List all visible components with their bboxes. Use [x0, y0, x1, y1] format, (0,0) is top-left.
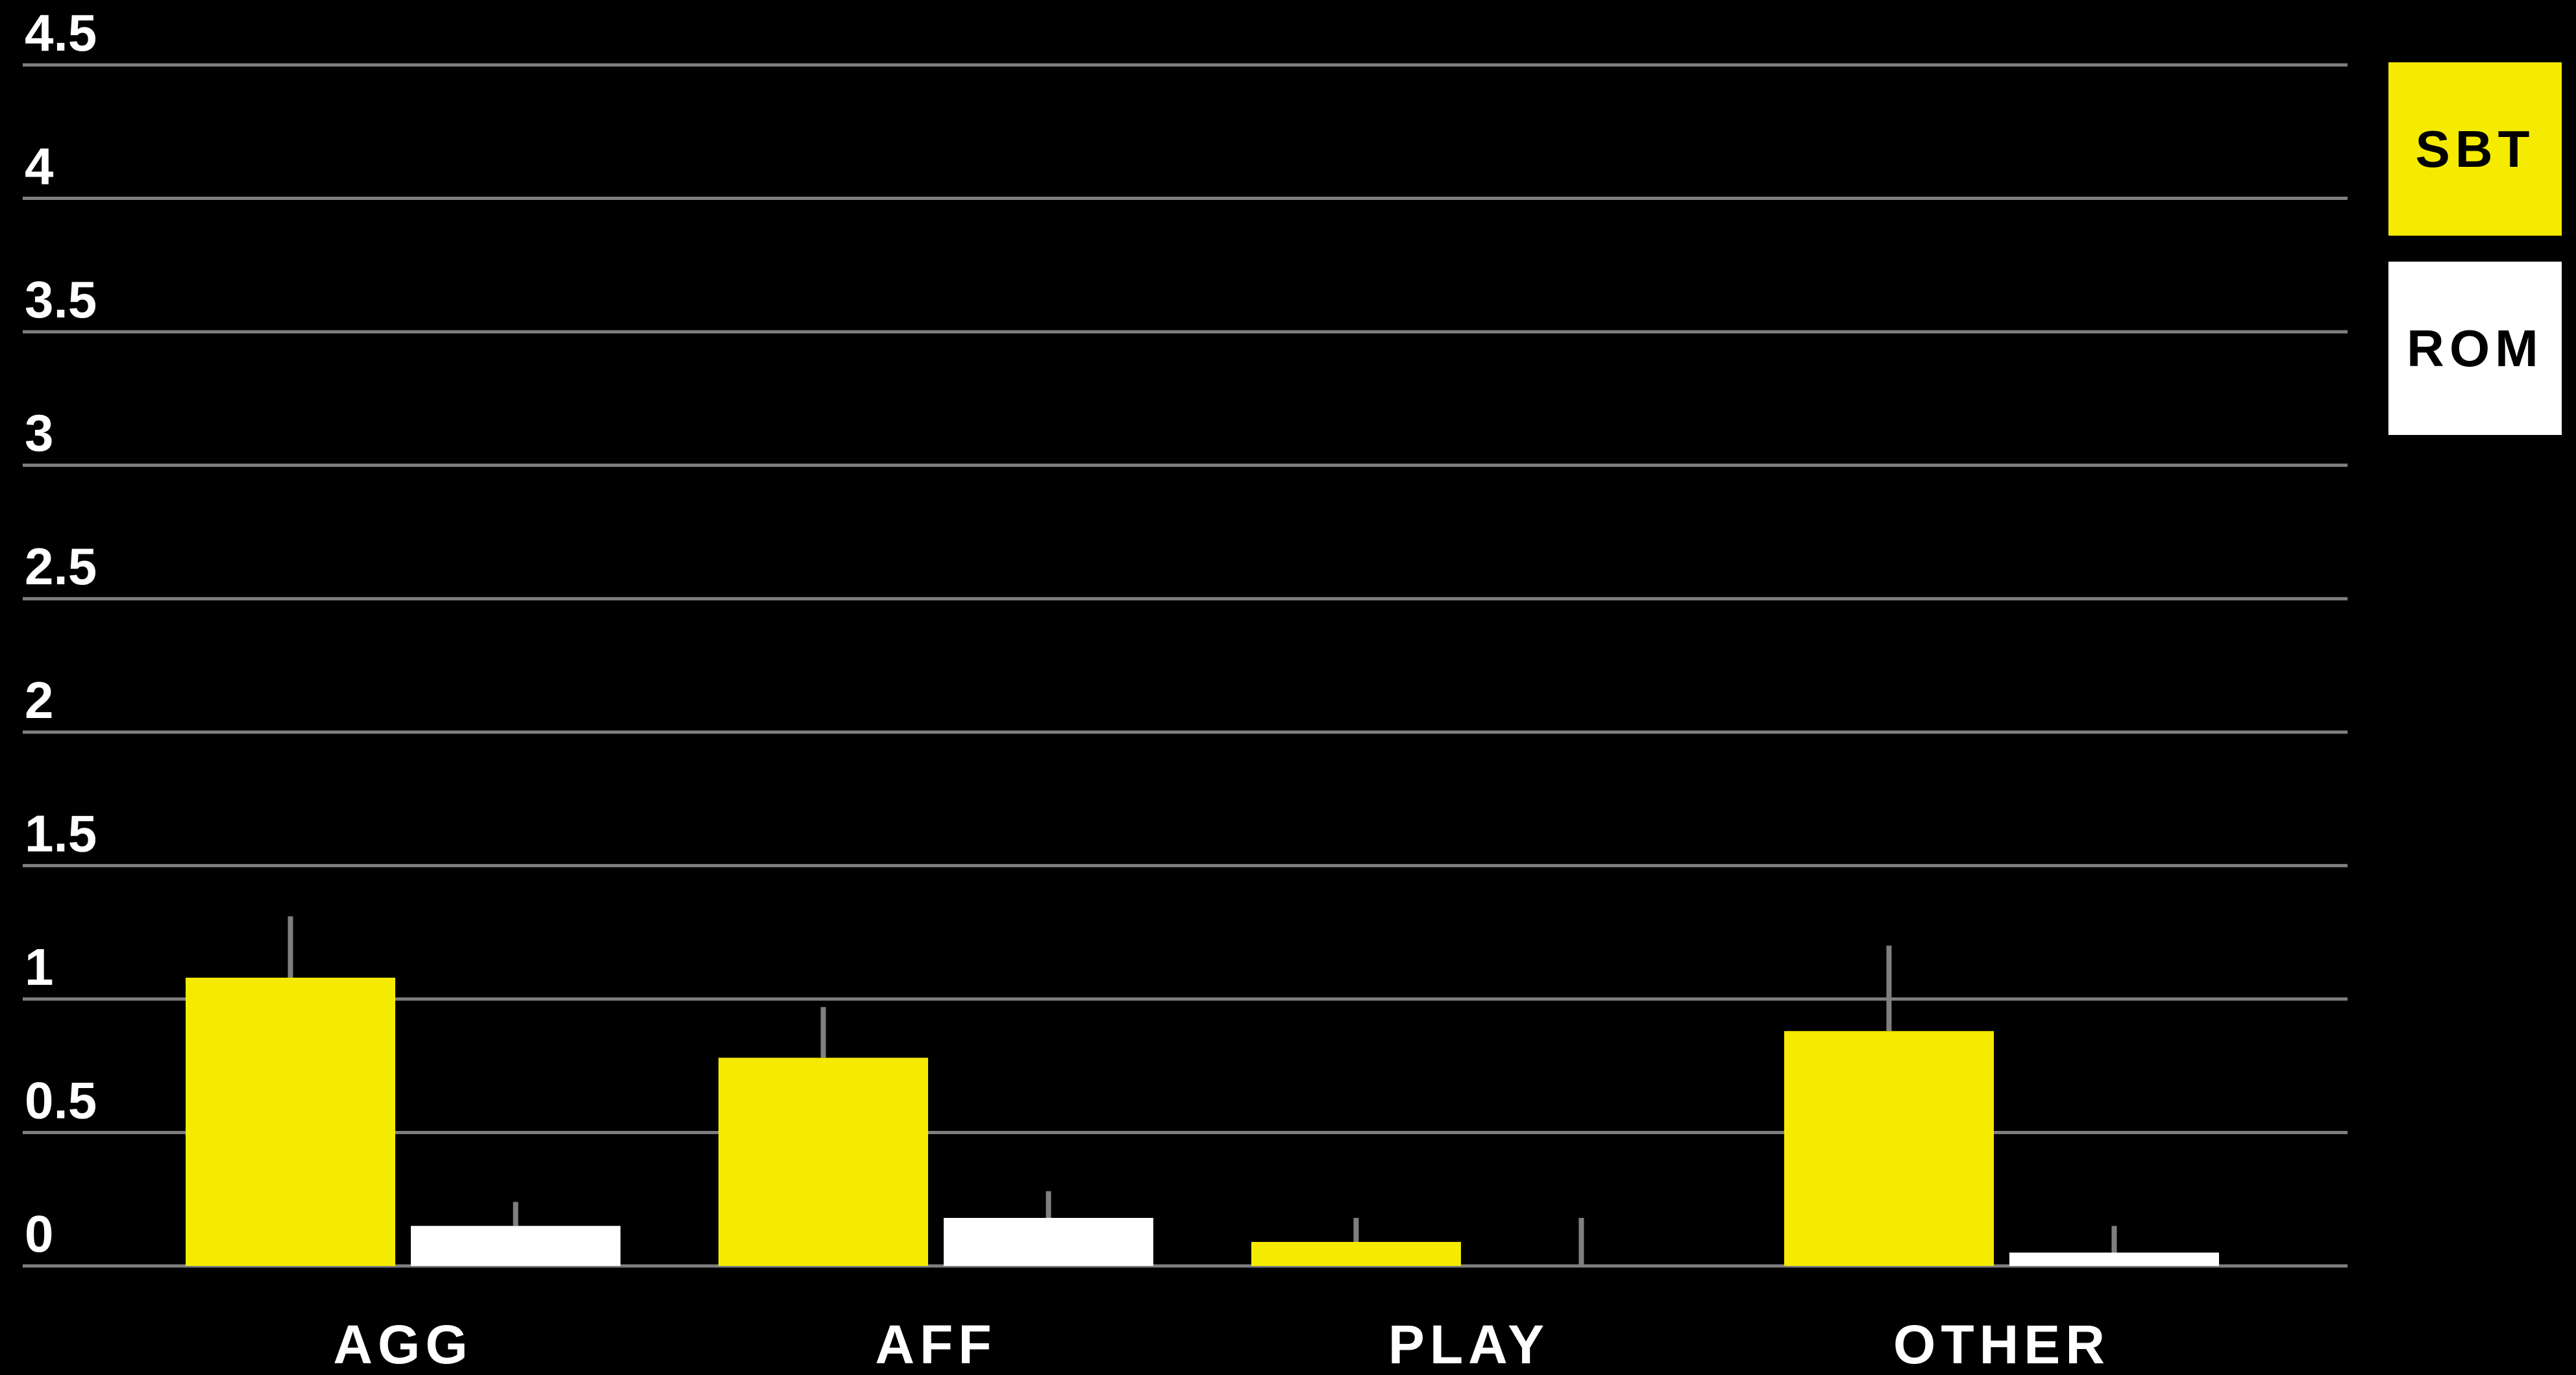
x-axis-labels: AGG AFF PLAY OTHER [333, 1314, 2110, 1375]
y-tick-label: 1.5 [25, 804, 97, 862]
bar-rom-aff [944, 1218, 1153, 1266]
x-tick-label: PLAY [1388, 1314, 1549, 1375]
legend-label-rom: ROM [2407, 319, 2544, 377]
x-tick-label: AFF [875, 1314, 996, 1375]
bar-rom-other [2009, 1252, 2219, 1266]
y-tick-label: 0.5 [25, 1071, 97, 1129]
y-tick-label: 1 [25, 938, 54, 996]
gridlines [23, 63, 2348, 1268]
bar-sbt-agg [186, 978, 395, 1266]
legend-item-rom: ROM [2388, 262, 2562, 435]
bar-sbt-other [1784, 1031, 1994, 1266]
y-tick-label: 4 [25, 138, 54, 195]
y-tick-label: 3 [25, 404, 54, 462]
y-tick-label: 0 [25, 1205, 54, 1263]
y-tick-label: 2 [25, 671, 54, 729]
bars [186, 978, 2219, 1266]
bar-sbt-play [1251, 1242, 1461, 1266]
bar-sbt-aff [718, 1058, 928, 1266]
x-tick-label: OTHER [1893, 1314, 2110, 1375]
bar-rom-agg [411, 1226, 620, 1266]
y-tick-label: 4.5 [25, 4, 97, 62]
y-tick-label: 3.5 [25, 271, 97, 328]
x-tick-label: AGG [333, 1314, 472, 1375]
legend-item-sbt: SBT [2388, 62, 2562, 236]
y-tick-label: 2.5 [25, 538, 97, 595]
y-axis-ticks: 0 0.5 1 1.5 2 2.5 3 3.5 4 4.5 [25, 4, 97, 1263]
legend-label-sbt: SBT [2415, 119, 2535, 178]
error-bars [288, 916, 2117, 1266]
